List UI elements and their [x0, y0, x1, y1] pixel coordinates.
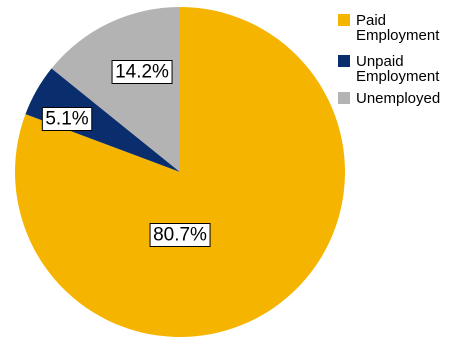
slice-label-paid-employment: 80.7%	[150, 224, 210, 247]
slice-label-text: 80.7%	[153, 225, 207, 246]
slice-label-text: 14.2%	[115, 62, 169, 83]
slice-label-text: 5.1%	[45, 109, 88, 130]
pie-slices	[15, 7, 345, 337]
legend-swatch	[338, 55, 350, 67]
legend-label: Unemployed	[356, 90, 440, 107]
slice-label-unpaid-employment: 5.1%	[42, 108, 91, 131]
legend-swatch	[338, 92, 350, 104]
legend-label: Employment	[356, 27, 440, 44]
legend-item-unemployed: Unemployed	[338, 90, 440, 107]
legend-label: Employment	[356, 68, 440, 85]
slice-label-unemployed: 14.2%	[112, 61, 172, 84]
legend-swatch	[338, 14, 350, 26]
